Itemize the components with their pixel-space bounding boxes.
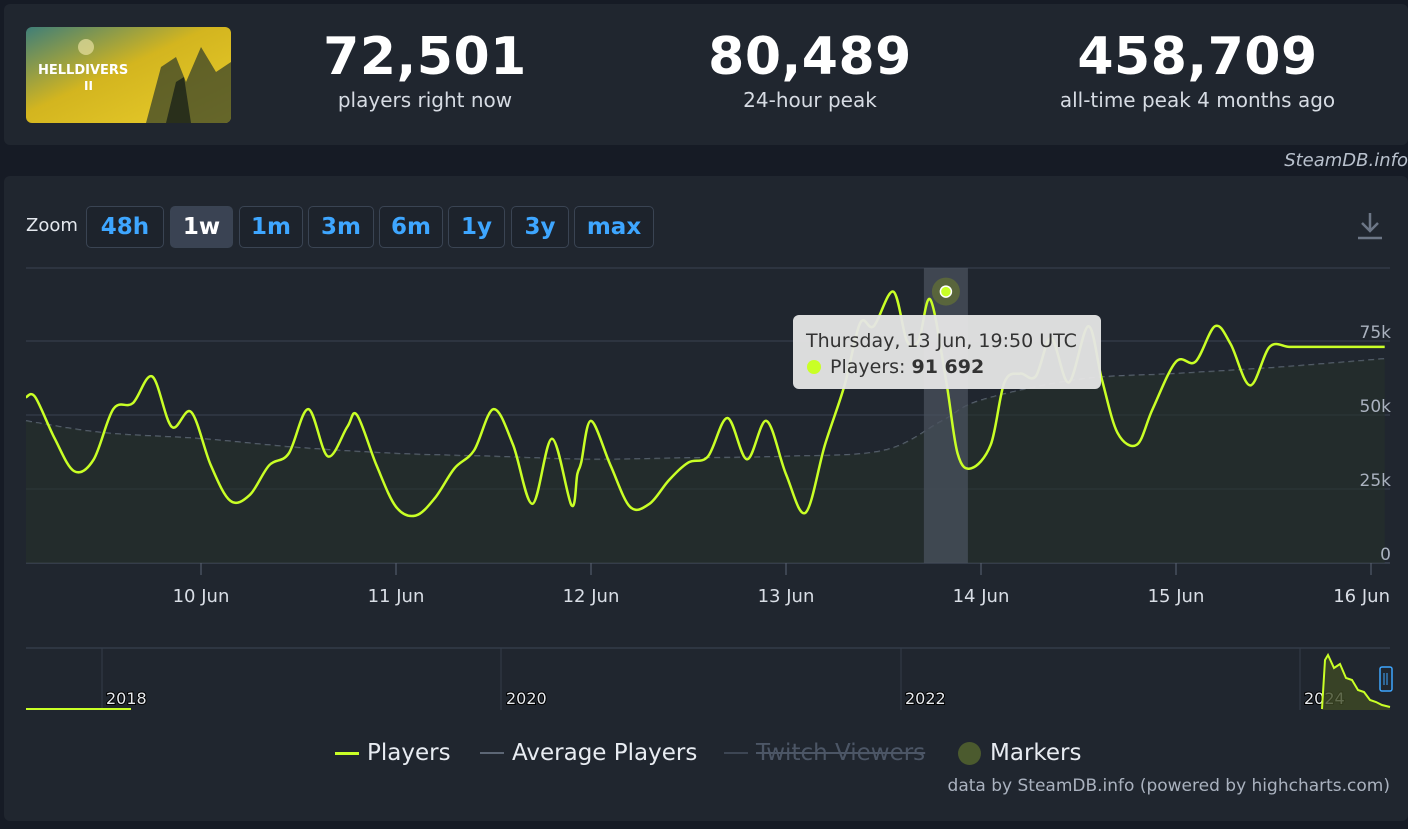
y-tick-label: 25k — [1360, 471, 1392, 491]
all-time-peak-value: 458,709 — [1077, 27, 1318, 87]
navigator-series-2024 — [1321, 652, 1391, 710]
players-line — [25, 290, 1385, 518]
zoom-button-3y[interactable]: 3y — [511, 206, 569, 248]
x-tick-label: 10 Jun — [173, 586, 230, 607]
x-axis-ticks: 10 Jun 11 Jun 12 Jun 13 Jun 14 Jun 15 Jun 16 J… — [173, 563, 1390, 607]
average-area — [26, 358, 1385, 563]
tooltip-value: 91 692 — [911, 356, 984, 378]
legend-item-players[interactable]: Players — [335, 738, 451, 768]
footer-credit[interactable]: data by SteamDB.info (powered by highcha… — [947, 776, 1390, 796]
legend-item-twitch-viewers[interactable]: Twitch Viewers — [724, 738, 925, 768]
stat-24h-peak: 80,489 24-hour peak — [680, 26, 940, 112]
x-tick-label: 16 Jun — [1333, 586, 1390, 607]
cover-subtitle: II — [84, 79, 93, 93]
zoom-button-6m[interactable]: 6m — [379, 206, 443, 248]
cover-title: HELLDIVERS — [38, 63, 128, 78]
y-tick-label: 75k — [1360, 323, 1392, 343]
x-tick-label: 15 Jun — [1148, 586, 1205, 607]
navigator[interactable]: 2018 2020 2022 2024 — [26, 647, 1393, 710]
x-tick-label: 11 Jun — [368, 586, 425, 607]
steamdb-credit[interactable]: SteamDB.info — [1284, 150, 1408, 171]
legend-label-markers: Markers — [990, 740, 1082, 766]
legend-item-markers[interactable]: Markers — [958, 738, 1081, 768]
zoom-button-48h[interactable]: 48h — [86, 206, 164, 248]
navigator-label-2020: 2020 — [506, 689, 547, 708]
hover-highlight — [923, 268, 968, 563]
24h-peak-label: 24-hour peak — [743, 88, 877, 112]
stats-panel — [4, 4, 1408, 145]
tooltip: Thursday, 13 Jun, 19:50 UTC Players: 91 … — [793, 315, 1101, 389]
y-tick-label: 50k — [1360, 397, 1392, 417]
stat-all-time-peak: 458,709 all-time peak 4 months ago — [1040, 26, 1355, 112]
x-tick-label: 12 Jun — [563, 586, 620, 607]
legend-label-players: Players — [367, 740, 451, 766]
hover-marker — [931, 277, 960, 306]
players-series — [25, 290, 1385, 518]
navigator-label-2022: 2022 — [905, 689, 946, 708]
zoom-button-max[interactable]: max — [574, 206, 654, 248]
hover-band — [923, 268, 968, 563]
y-axis-ticks: 0 25k 50k 75k — [1360, 323, 1392, 565]
hover-marker-point — [939, 285, 953, 298]
navigator-area-2024 — [1322, 655, 1390, 710]
players-area — [26, 358, 1385, 563]
x-tick-label: 13 Jun — [758, 586, 815, 607]
navigator-label-2018: 2018 — [106, 689, 147, 708]
stat-current-players: 72,501 players right now — [300, 26, 550, 112]
zoom-button-3m[interactable]: 3m — [308, 206, 374, 248]
current-players-label: players right now — [337, 88, 513, 112]
legend-line-twitch — [724, 752, 748, 754]
zoom-button-1w[interactable]: 1w — [170, 206, 233, 248]
navigator-handle[interactable] — [1379, 666, 1393, 692]
tooltip-series-dot — [807, 360, 821, 374]
legend-line-average — [480, 752, 504, 754]
download-icon[interactable] — [1355, 210, 1385, 242]
x-tick-label: 14 Jun — [953, 586, 1010, 607]
zoom-button-1y[interactable]: 1y — [448, 206, 505, 248]
all-time-peak-label: all-time peak 4 months ago — [1059, 88, 1336, 112]
tooltip-date: Thursday, 13 Jun, 19:50 UTC — [805, 330, 1077, 352]
tooltip-series-name: Players — [830, 356, 899, 378]
zoom-button-1m[interactable]: 1m — [239, 206, 303, 248]
zoom-label: Zoom — [26, 215, 78, 236]
game-cover-image[interactable]: HELLDIVERS II — [26, 27, 231, 123]
legend-label-twitch: Twitch Viewers — [756, 740, 926, 766]
24h-peak-value: 80,489 — [708, 27, 912, 87]
legend-line-players — [335, 751, 359, 755]
current-players-value: 72,501 — [323, 27, 527, 87]
y-tick-label: 0 — [1380, 545, 1391, 565]
legend-item-average-players[interactable]: Average Players — [480, 738, 697, 768]
legend-label-average: Average Players — [512, 740, 698, 766]
tooltip-box — [793, 315, 1101, 389]
legend-marker-dot — [958, 741, 981, 765]
tooltip-series: Players: 91 692 — [830, 356, 984, 378]
